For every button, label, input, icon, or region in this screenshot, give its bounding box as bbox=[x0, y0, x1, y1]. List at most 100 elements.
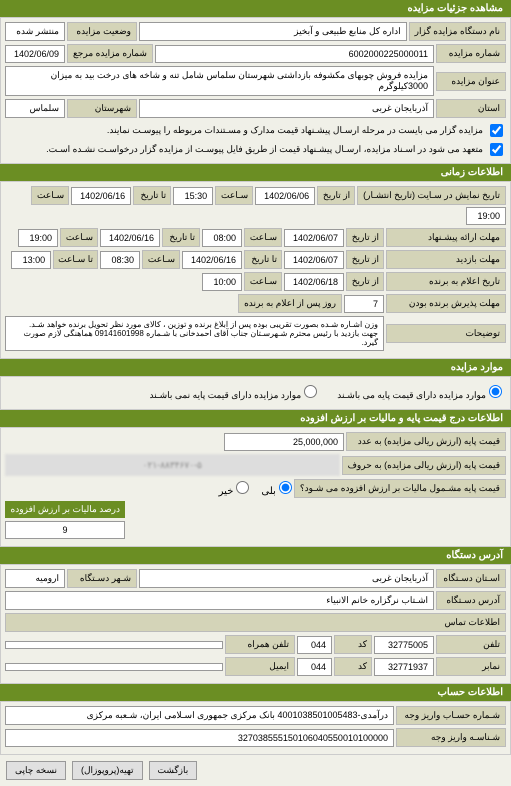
chk2-lbl: متعهد می شود در اسـناد مزایده، ارسـال پی… bbox=[46, 144, 483, 155]
lbl-desc: توضیحات bbox=[386, 324, 506, 343]
proposal-button[interactable]: تهیه(پروپوزال) bbox=[72, 761, 143, 780]
v-pid: 327038555150106040550010100000 bbox=[5, 729, 394, 747]
v-dprov: آذربایجان غربی bbox=[139, 569, 434, 588]
vat-yes-wrap[interactable]: بلی bbox=[261, 481, 291, 497]
lbl-s4: سـاعت bbox=[244, 272, 282, 291]
lbl-to3: تا تاریخ bbox=[244, 250, 282, 269]
val-title: مزایده فروش چوبهای مکشوفه بازداشتی شهرست… bbox=[5, 66, 434, 96]
lbl-visit: مهلت بازدید bbox=[386, 250, 506, 269]
lbl-pricew: قیمت پایه (ارزش ریالی مزایده) به حروف bbox=[342, 456, 506, 475]
lbl-s1b: سـاعت bbox=[31, 186, 69, 205]
val-num: 6002000225000011 bbox=[155, 45, 434, 63]
val-prov: آذربایجان غربی bbox=[139, 99, 434, 118]
lbl-vatpct: درصد مالیات بر ارزش افزوده bbox=[5, 501, 125, 518]
v-code1: 044 bbox=[297, 636, 332, 654]
lbl-pid: شـناسـه واریز وجه bbox=[396, 728, 506, 747]
lbl-from3: از تاریخ bbox=[346, 250, 384, 269]
lbl-dcity: شـهر دسـتگاه bbox=[67, 569, 137, 588]
lbl-contact: اطلاعات تماس bbox=[5, 613, 506, 632]
lbl-city: شهرستان bbox=[67, 99, 137, 118]
lbl-s2b: سـاعت bbox=[60, 228, 98, 247]
sec2-header: اطلاعات زمانی bbox=[0, 164, 511, 181]
radio2-wrap[interactable]: موارد مزایده دارای قیمت پایه نمی باشـند bbox=[150, 385, 318, 401]
sec5-body: اسـتان دسـتگاه آذربایجان غربی شـهر دسـتگ… bbox=[0, 564, 511, 684]
lbl-pub: تاریخ نمایش در سـایت (تاریخ انتشـار) bbox=[357, 186, 506, 205]
val-org: اداره کل منابع طبیعی و آبخیز bbox=[139, 22, 407, 41]
radio2[interactable] bbox=[304, 385, 317, 398]
blur1: ۰۲۱-۸۸۳۴۶۷۰-۵ bbox=[5, 454, 340, 476]
lbl-num: شماره مزایده bbox=[436, 44, 506, 63]
sec3-body: موارد مزایده دارای قیمت پایه می باشـند م… bbox=[0, 376, 511, 410]
v-acct: درآمدی-4001038501005483 بانک مرکزی جمهور… bbox=[5, 706, 394, 725]
lbl-to2: تا تاریخ bbox=[162, 228, 200, 247]
val-status: منتشر شده bbox=[5, 22, 65, 41]
v-addr: اشـتاب نرگزاره خانم الانبیاء bbox=[5, 591, 434, 610]
lbl-prop: مهلت ارائه پیشـنهاد bbox=[386, 228, 506, 247]
t1b: 08:00 bbox=[202, 229, 242, 247]
d1d: 1402/06/18 bbox=[284, 273, 344, 291]
v-dcity: ارومیه bbox=[5, 569, 65, 588]
t1a: 15:30 bbox=[173, 187, 213, 205]
lbl-code2: کد bbox=[334, 657, 372, 676]
t1c: 08:30 bbox=[100, 251, 140, 269]
lbl-prov: استان bbox=[436, 99, 506, 118]
sec6-header: اطلاعات حساب bbox=[0, 684, 511, 701]
footer: بازگشت تهیه(پروپوزال) نسخه چاپی bbox=[0, 755, 511, 786]
d2c: 1402/06/16 bbox=[182, 251, 242, 269]
v-tel: 32775005 bbox=[374, 636, 434, 654]
sec2-body: تاریخ نمایش در سـایت (تاریخ انتشـار) از … bbox=[0, 181, 511, 359]
d1a: 1402/06/06 bbox=[255, 187, 315, 205]
radio1-lbl: موارد مزایده دارای قیمت پایه می باشـند bbox=[337, 390, 486, 400]
sec6-body: شـماره حسـاب واریز وجه درآمدی-4001038501… bbox=[0, 701, 511, 755]
val-ref: 1402/06/09 bbox=[5, 45, 65, 63]
v-email bbox=[5, 663, 223, 671]
t2c: 13:00 bbox=[11, 251, 51, 269]
radio1[interactable] bbox=[489, 385, 502, 398]
val-city: سلماس bbox=[5, 99, 65, 118]
v5: 7 bbox=[344, 295, 384, 313]
d2b: 1402/06/16 bbox=[100, 229, 160, 247]
lbl-from2: از تاریخ bbox=[346, 228, 384, 247]
lbl-status: وضعیت مزایده bbox=[67, 22, 137, 41]
print-button[interactable]: نسخه چاپی bbox=[6, 761, 66, 780]
chk1-lbl: مزایده گزار می بایست در مرحله ارسـال پیش… bbox=[107, 125, 483, 136]
lbl-tel: تلفن bbox=[436, 635, 506, 654]
vat-yes-lbl: بلی bbox=[261, 486, 275, 497]
lbl-fax: نمابر bbox=[436, 657, 506, 676]
d1b: 1402/06/07 bbox=[284, 229, 344, 247]
sec1-header: مشاهده جزئیات مزایده bbox=[0, 0, 511, 17]
lbl-price: قیمت پایه (ارزش ریالی مزایده) به عدد bbox=[346, 432, 506, 451]
lbl-mob: تلفن همراه bbox=[225, 635, 295, 654]
lbl-from4: از تاریخ bbox=[346, 272, 384, 291]
lbl-title: عنوان مزایده bbox=[436, 72, 506, 91]
back-button[interactable]: بازگشت bbox=[149, 761, 198, 780]
chk1[interactable] bbox=[490, 124, 503, 137]
t2a: 19:00 bbox=[466, 207, 506, 225]
sec4-header: اطلاعات درج قیمت پایه و مالیات بر ارزش ا… bbox=[0, 410, 511, 427]
t1d: 10:00 bbox=[202, 273, 242, 291]
lbl-vat: قیمت پایه مشـمول مالیات بر ارزش افزوده م… bbox=[294, 479, 506, 498]
lbl-acct: شـماره حسـاب واریز وجه bbox=[396, 706, 506, 725]
sec1-body: نام دستگاه مزایده گزار اداره کل منابع طب… bbox=[0, 17, 511, 164]
chk2[interactable] bbox=[490, 143, 503, 156]
lbl-days: روز پس از اعلام به برنده bbox=[238, 294, 342, 313]
lbl-s3: سـاعت bbox=[142, 250, 180, 269]
lbl-addr: آدرس دسـتگاه bbox=[436, 591, 506, 610]
sec4-body: قیمت پایه (ارزش ریالی مزایده) به عدد 25,… bbox=[0, 427, 511, 547]
radio1-wrap[interactable]: موارد مزایده دارای قیمت پایه می باشـند bbox=[337, 385, 502, 401]
lbl-s2: سـاعت bbox=[244, 228, 282, 247]
lbl-s3b: تا سـاعت bbox=[53, 250, 98, 269]
lbl-dprov: اسـتان دسـتگاه bbox=[436, 569, 506, 588]
d2a: 1402/06/16 bbox=[71, 187, 131, 205]
v-code2: 044 bbox=[297, 658, 332, 676]
v-mob bbox=[5, 641, 223, 649]
vat-no[interactable] bbox=[236, 481, 249, 494]
vat-yes[interactable] bbox=[279, 481, 292, 494]
v-fax: 32771937 bbox=[374, 658, 434, 676]
lbl-win: تاریخ اعلام به برنده bbox=[386, 272, 506, 291]
v-desc: وزن اشـاره شـده بصورت تقریبی بوده پس از … bbox=[5, 316, 384, 351]
lbl-code1: کد bbox=[334, 635, 372, 654]
vat-no-wrap[interactable]: خیر bbox=[219, 481, 250, 497]
lbl-from1: از تاریخ bbox=[317, 186, 355, 205]
lbl-ref: شماره مزایده مرجع bbox=[67, 44, 153, 63]
